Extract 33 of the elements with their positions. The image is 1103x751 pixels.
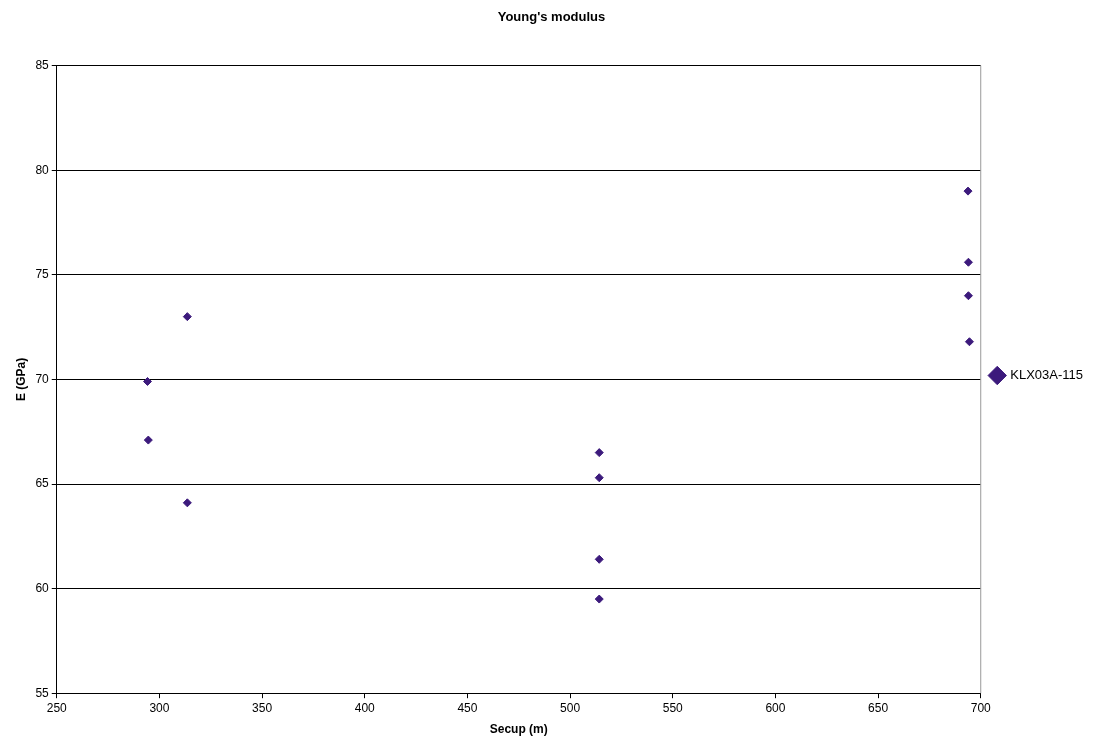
y-tick-label: 85 (35, 57, 50, 72)
y-tick-label: 75 (35, 267, 50, 282)
point (143, 376, 153, 386)
point (594, 448, 604, 458)
point (182, 312, 192, 322)
y-tick-label: 80 (35, 162, 50, 177)
point (594, 473, 604, 483)
point (143, 435, 153, 445)
x-tick-label: 350 (252, 700, 273, 715)
legend-label: KLX03A-115 (1010, 367, 1084, 383)
point (594, 554, 604, 564)
point (964, 337, 974, 347)
y-tick-label: 65 (35, 476, 50, 491)
x-axis-title: Secup (m) (489, 722, 548, 737)
chart-title: Young's modulus (497, 9, 606, 25)
y-tick-label: 55 (35, 685, 50, 700)
y-tick-label: 70 (35, 371, 50, 386)
x-tick-label: 250 (46, 700, 68, 715)
y-tick-label: 60 (35, 580, 50, 595)
x-tick-label: 600 (765, 700, 786, 715)
point (594, 594, 604, 604)
x-tick-label: 550 (662, 700, 684, 715)
x-tick-label: 450 (457, 700, 478, 715)
x-tick-label: 700 (970, 700, 992, 715)
x-tick-label: 500 (560, 700, 581, 715)
point (963, 291, 973, 301)
x-tick-label: 300 (149, 700, 170, 715)
point (963, 186, 973, 196)
point (182, 498, 192, 508)
point (963, 257, 973, 267)
x-tick-label: 400 (354, 700, 376, 715)
y-axis-title: E (GPa) (13, 357, 28, 402)
x-tick-label: 650 (868, 700, 889, 715)
